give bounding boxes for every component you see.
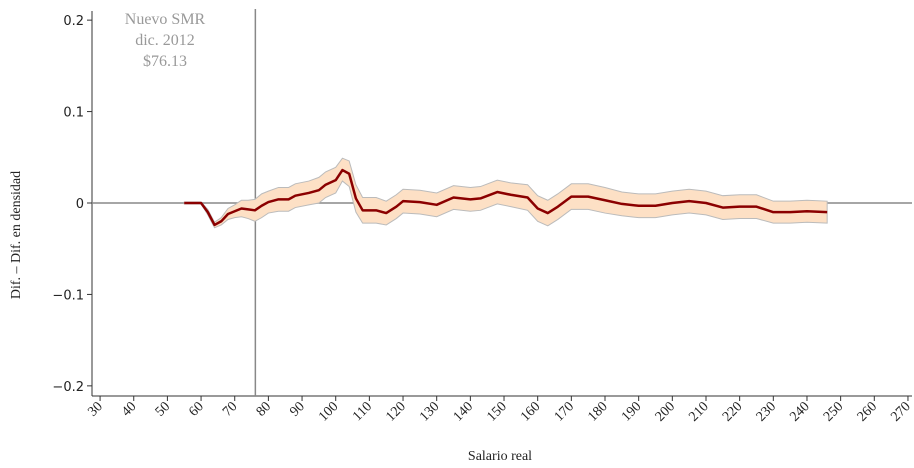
x-tick-label: 260	[855, 399, 880, 424]
x-tick-label: 160	[518, 399, 543, 424]
y-tick-label: 0.1	[63, 106, 84, 121]
annotation: Nuevo SMR	[125, 11, 206, 28]
y-tick-label: 0	[76, 197, 84, 212]
x-tick-label: 80	[254, 399, 275, 420]
x-tick-label: 200	[653, 399, 678, 424]
x-tick-label: 90	[287, 399, 308, 420]
y-tick-label: −0.2	[52, 380, 84, 395]
x-tick-label: 170	[552, 399, 577, 424]
x-tick-label: 250	[821, 399, 846, 424]
x-tick-label: 60	[186, 399, 207, 420]
annotation: dic. 2012	[135, 32, 195, 49]
annotation: $76.13	[143, 53, 187, 70]
x-tick-label: 100	[316, 399, 341, 424]
x-tick-label: 120	[383, 399, 408, 424]
x-tick-label: 30	[85, 399, 106, 420]
x-tick-label: 150	[484, 399, 509, 424]
x-tick-label: 240	[787, 399, 812, 424]
x-tick-label: 40	[119, 399, 140, 420]
y-tick-label: 0.2	[63, 14, 84, 29]
x-tick-label: 180	[585, 399, 610, 424]
y-tick-label: −0.1	[52, 288, 84, 303]
x-tick-label: 70	[220, 399, 241, 420]
x-tick-label: 110	[350, 399, 375, 424]
x-tick-label: 210	[686, 399, 711, 424]
y-axis-label: Dif. – Dif. en densidad	[9, 171, 24, 299]
x-tick-label: 220	[720, 399, 745, 424]
x-tick-label: 50	[153, 399, 174, 420]
x-axis-label: Salario real	[468, 449, 532, 464]
x-tick-label: 140	[451, 399, 476, 424]
line	[184, 168, 828, 227]
x-tick-label: 270	[888, 399, 913, 424]
x-tick-label: 190	[619, 399, 644, 424]
x-tick-label: 130	[417, 399, 442, 424]
x-tick-label: 230	[754, 399, 779, 424]
